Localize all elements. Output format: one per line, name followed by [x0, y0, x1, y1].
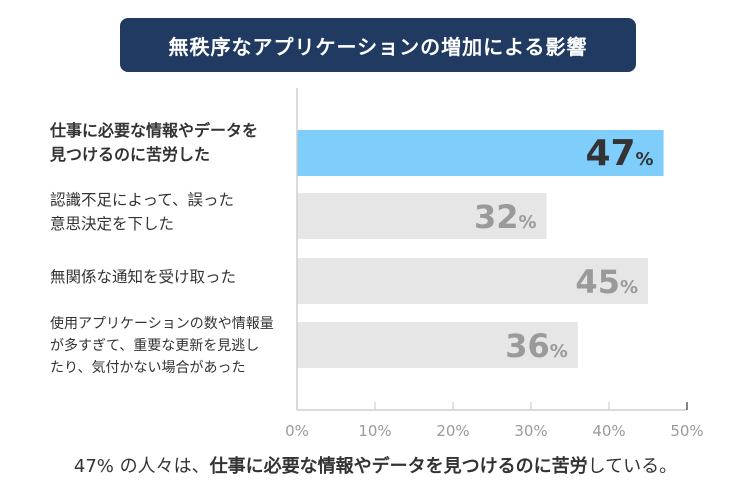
value-label: 47% [585, 133, 653, 174]
chart-title: 無秩序なアプリケーションの増加による影響 [120, 18, 636, 72]
value-number: 47 [585, 133, 635, 174]
bar [297, 193, 547, 239]
value-unit: % [550, 341, 568, 362]
bar [297, 130, 664, 176]
x-tick-label: 50% [670, 422, 703, 440]
x-tick-label: 20% [436, 422, 469, 440]
category-label: 認識不足によって、誤った 意思決定を下した [50, 191, 234, 233]
value-number: 36 [505, 327, 550, 365]
footer-summary: 47% の人々は、仕事に必要な情報やデータを見つけるのに苦労している。 [0, 452, 751, 478]
value-number: 45 [575, 263, 620, 301]
footer-suffix: している。 [587, 456, 678, 477]
category-label: 無関係な通知を受け取った [50, 268, 237, 286]
value-label: 32% [474, 198, 537, 236]
value-number: 32 [474, 198, 519, 236]
footer-prefix: 47% の人々は、 [73, 456, 210, 477]
value-unit: % [636, 149, 654, 170]
x-tick-label: 0% [285, 422, 309, 440]
bar [297, 258, 648, 304]
x-tick-label: 30% [514, 422, 547, 440]
value-unit: % [620, 277, 638, 298]
footer-bold: 仕事に必要な情報やデータを見つけるのに苦労 [209, 456, 588, 477]
bar [297, 322, 578, 368]
x-tick-label: 10% [358, 422, 391, 440]
x-tick-label: 40% [592, 422, 625, 440]
value-unit: % [519, 212, 537, 233]
value-label: 45% [575, 263, 638, 301]
category-label: 使用アプリケーションの数や情報量 が多すぎて、重要な更新を見逃し たり、気付かない場… [50, 316, 274, 376]
category-label: 仕事に必要な情報やデータを 見つけるのに苦労した [50, 121, 259, 164]
value-label: 36% [505, 327, 568, 365]
